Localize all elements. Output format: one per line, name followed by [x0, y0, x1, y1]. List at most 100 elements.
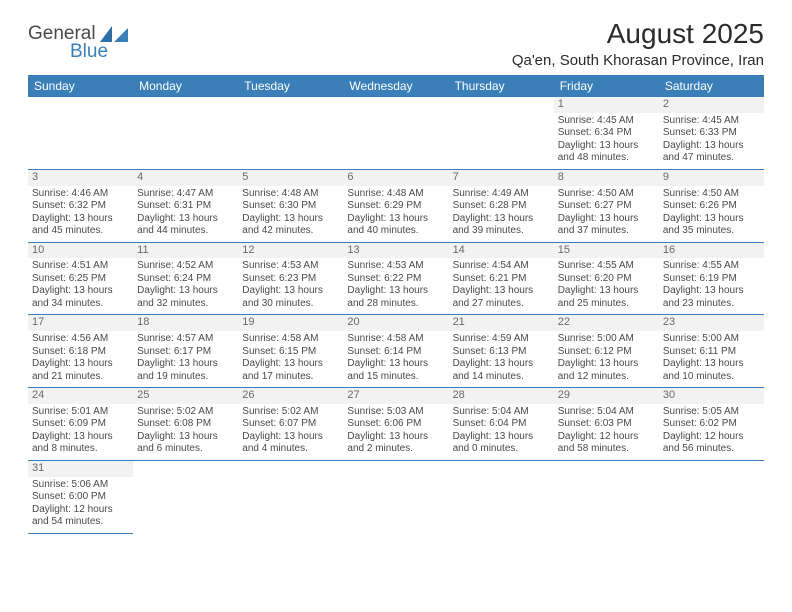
- daylight-line: Daylight: 13 hours and 25 minutes.: [558, 285, 655, 310]
- weekday-header: Saturday: [659, 75, 764, 97]
- daylight-line: Daylight: 13 hours and 44 minutes.: [137, 213, 234, 238]
- sunset-line: Sunset: 6:20 PM: [558, 273, 655, 286]
- day-number: 20: [343, 315, 448, 331]
- logo: General Blue: [28, 18, 128, 63]
- sunset-line: Sunset: 6:12 PM: [558, 346, 655, 359]
- day-cell: 28Sunrise: 5:04 AMSunset: 6:04 PMDayligh…: [449, 388, 554, 461]
- daylight-line: Daylight: 13 hours and 0 minutes.: [453, 431, 550, 456]
- day-cell: 11Sunrise: 4:52 AMSunset: 6:24 PMDayligh…: [133, 242, 238, 315]
- day-number: 11: [133, 243, 238, 259]
- sunset-line: Sunset: 6:32 PM: [32, 200, 129, 213]
- sunrise-line: Sunrise: 4:46 AM: [32, 188, 129, 201]
- sunset-line: Sunset: 6:02 PM: [663, 418, 760, 431]
- day-cell: 20Sunrise: 4:58 AMSunset: 6:14 PMDayligh…: [343, 315, 448, 388]
- daylight-line: Daylight: 13 hours and 45 minutes.: [32, 213, 129, 238]
- sunrise-line: Sunrise: 4:51 AM: [32, 260, 129, 273]
- day-cell: 3 Sunrise: 4:46 AMSunset: 6:32 PMDaylight…: [28, 169, 133, 242]
- sunset-line: Sunset: 6:06 PM: [347, 418, 444, 431]
- day-number: 6: [343, 170, 448, 186]
- empty-cell: [133, 460, 238, 533]
- sunset-line: Sunset: 6:21 PM: [453, 273, 550, 286]
- empty-cell: [554, 460, 659, 533]
- day-cell: 10Sunrise: 4:51 AMSunset: 6:25 PMDayligh…: [28, 242, 133, 315]
- sunset-line: Sunset: 6:30 PM: [242, 200, 339, 213]
- daylight-line: Daylight: 13 hours and 30 minutes.: [242, 285, 339, 310]
- logo-text-2: Blue: [70, 41, 128, 63]
- day-cell: 22Sunrise: 5:00 AMSunset: 6:12 PMDayligh…: [554, 315, 659, 388]
- calendar-table: SundayMondayTuesdayWednesdayThursdayFrid…: [28, 75, 764, 534]
- daylight-line: Daylight: 13 hours and 12 minutes.: [558, 358, 655, 383]
- daylight-line: Daylight: 13 hours and 14 minutes.: [453, 358, 550, 383]
- sunrise-line: Sunrise: 5:05 AM: [663, 406, 760, 419]
- day-number: 18: [133, 315, 238, 331]
- day-number: 16: [659, 243, 764, 259]
- weekday-header: Sunday: [28, 75, 133, 97]
- sunset-line: Sunset: 6:28 PM: [453, 200, 550, 213]
- empty-cell: [449, 460, 554, 533]
- daylight-line: Daylight: 13 hours and 23 minutes.: [663, 285, 760, 310]
- empty-cell: [343, 460, 448, 533]
- day-cell: 9Sunrise: 4:50 AMSunset: 6:26 PMDaylight…: [659, 169, 764, 242]
- day-number: 19: [238, 315, 343, 331]
- daylight-line: Daylight: 13 hours and 47 minutes.: [663, 140, 760, 165]
- sunrise-line: Sunrise: 4:59 AM: [453, 333, 550, 346]
- day-number: 14: [449, 243, 554, 259]
- day-number: 12: [238, 243, 343, 259]
- sunrise-line: Sunrise: 5:04 AM: [558, 406, 655, 419]
- day-number: 30: [659, 388, 764, 404]
- day-cell: 17Sunrise: 4:56 AMSunset: 6:18 PMDayligh…: [28, 315, 133, 388]
- day-cell: 27Sunrise: 5:03 AMSunset: 6:06 PMDayligh…: [343, 388, 448, 461]
- daylight-line: Daylight: 13 hours and 21 minutes.: [32, 358, 129, 383]
- daylight-line: Daylight: 13 hours and 8 minutes.: [32, 431, 129, 456]
- day-number: 22: [554, 315, 659, 331]
- day-number: 7: [449, 170, 554, 186]
- day-cell: 24Sunrise: 5:01 AMSunset: 6:09 PMDayligh…: [28, 388, 133, 461]
- sunset-line: Sunset: 6:17 PM: [137, 346, 234, 359]
- weekday-header: Monday: [133, 75, 238, 97]
- day-cell: 5Sunrise: 4:48 AMSunset: 6:30 PMDaylight…: [238, 169, 343, 242]
- day-cell: 4Sunrise: 4:47 AMSunset: 6:31 PMDaylight…: [133, 169, 238, 242]
- title-block: August 2025 Qa'en, South Khorasan Provin…: [512, 18, 764, 69]
- sunrise-line: Sunrise: 5:00 AM: [663, 333, 760, 346]
- daylight-line: Daylight: 13 hours and 2 minutes.: [347, 431, 444, 456]
- day-number: 31: [28, 461, 133, 477]
- daylight-line: Daylight: 13 hours and 42 minutes.: [242, 213, 339, 238]
- sunrise-line: Sunrise: 4:50 AM: [663, 188, 760, 201]
- daylight-line: Daylight: 13 hours and 37 minutes.: [558, 213, 655, 238]
- sunset-line: Sunset: 6:11 PM: [663, 346, 760, 359]
- empty-cell: [133, 97, 238, 169]
- sunset-line: Sunset: 6:04 PM: [453, 418, 550, 431]
- day-cell: 14Sunrise: 4:54 AMSunset: 6:21 PMDayligh…: [449, 242, 554, 315]
- sunrise-line: Sunrise: 4:58 AM: [242, 333, 339, 346]
- sunrise-line: Sunrise: 4:56 AM: [32, 333, 129, 346]
- empty-cell: [238, 97, 343, 169]
- day-number: 8: [554, 170, 659, 186]
- header: General Blue August 2025 Qa'en, South Kh…: [28, 18, 764, 69]
- sunrise-line: Sunrise: 5:01 AM: [32, 406, 129, 419]
- sunset-line: Sunset: 6:27 PM: [558, 200, 655, 213]
- day-cell: 25Sunrise: 5:02 AMSunset: 6:08 PMDayligh…: [133, 388, 238, 461]
- sunrise-line: Sunrise: 4:47 AM: [137, 188, 234, 201]
- day-number: 15: [554, 243, 659, 259]
- sunset-line: Sunset: 6:08 PM: [137, 418, 234, 431]
- day-number: 3: [28, 170, 133, 186]
- day-number: 9: [659, 170, 764, 186]
- daylight-line: Daylight: 13 hours and 40 minutes.: [347, 213, 444, 238]
- day-number: 26: [238, 388, 343, 404]
- daylight-line: Daylight: 13 hours and 28 minutes.: [347, 285, 444, 310]
- sunrise-line: Sunrise: 4:49 AM: [453, 188, 550, 201]
- sunset-line: Sunset: 6:29 PM: [347, 200, 444, 213]
- day-number: 4: [133, 170, 238, 186]
- logo-sail-icon: [100, 26, 128, 42]
- day-number: 17: [28, 315, 133, 331]
- calendar-page: General Blue August 2025 Qa'en, South Kh…: [0, 0, 792, 544]
- daylight-line: Daylight: 12 hours and 56 minutes.: [663, 431, 760, 456]
- sunrise-line: Sunrise: 5:04 AM: [453, 406, 550, 419]
- empty-cell: [28, 97, 133, 169]
- weekday-header: Friday: [554, 75, 659, 97]
- day-number: 1: [554, 97, 659, 113]
- day-cell: 21Sunrise: 4:59 AMSunset: 6:13 PMDayligh…: [449, 315, 554, 388]
- daylight-line: Daylight: 13 hours and 15 minutes.: [347, 358, 444, 383]
- empty-cell: [238, 460, 343, 533]
- day-number: 24: [28, 388, 133, 404]
